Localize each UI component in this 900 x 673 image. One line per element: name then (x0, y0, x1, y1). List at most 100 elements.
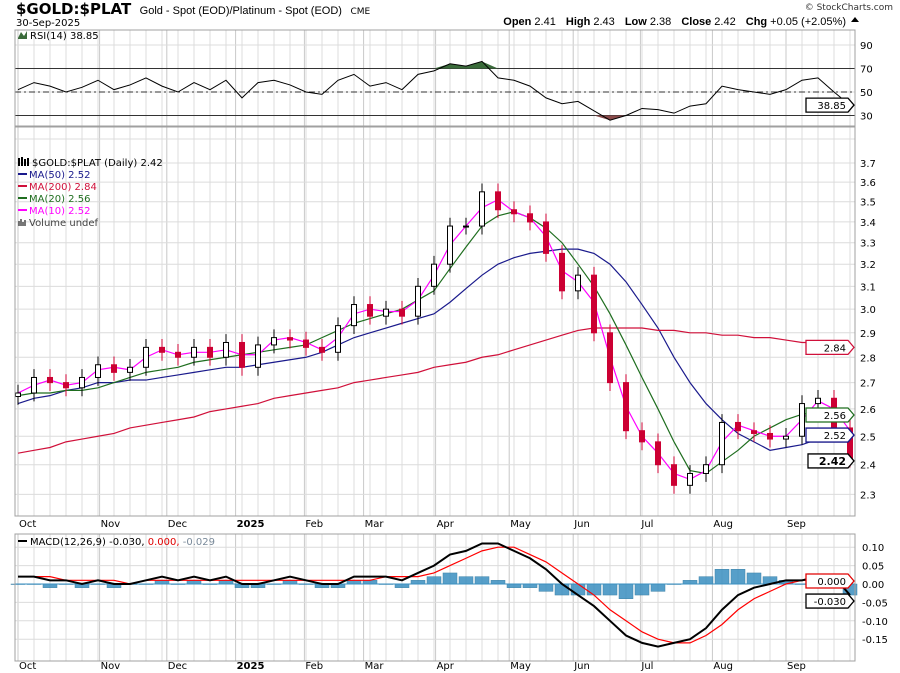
date-axis-label: Sep (787, 661, 806, 672)
macd-histogram-bar (698, 576, 714, 585)
macd-histogram-bar (714, 569, 730, 585)
price-tick-label: 3.0 (860, 305, 876, 316)
candle-body (767, 432, 773, 440)
macd-histogram-bar (730, 569, 746, 585)
rsi-value-tag: 38.85 (817, 101, 846, 112)
macd-legend-name: MACD(12,26,9) (30, 537, 106, 548)
macd-histogram-bar (634, 583, 650, 596)
ma20-value-tag-box (805, 407, 855, 423)
candle-body (207, 346, 213, 358)
macd-tick-label: -0.15 (862, 635, 888, 646)
open-value: 2.41 (534, 16, 555, 28)
candle-body (383, 308, 389, 317)
candle-body (399, 308, 405, 317)
panel-frame (14, 29, 856, 127)
macd-histogram-bar (442, 572, 458, 585)
panel-frame (14, 533, 856, 662)
price-tick-label: 2.5 (860, 432, 876, 443)
macd-histogram-bar (538, 583, 554, 592)
candle-body (655, 441, 661, 466)
candle-body (223, 341, 229, 358)
candle-body (447, 225, 453, 265)
price-tick-label: 2.3 (860, 490, 876, 501)
macd-tick-label: -0.05 (862, 598, 888, 609)
price-tick-label: 3.5 (860, 198, 876, 209)
date-axis-label: Jul (640, 661, 653, 672)
candle-body (639, 430, 645, 443)
grid-lines (15, 30, 855, 661)
price-tick-label: 2.6 (860, 405, 876, 416)
candle-body (511, 209, 517, 215)
candle-body (607, 332, 613, 384)
candle-body (111, 364, 117, 373)
macd-histogram-bar (410, 580, 426, 585)
rsi-line (17, 60, 851, 121)
rsi-tick-label: 90 (860, 41, 873, 52)
ma10-legend: MA(10) 2.52 (29, 206, 90, 217)
macd-tick-label: 0.10 (862, 543, 884, 554)
candle-body (703, 464, 709, 474)
rsi-legend: RSI(14) 38.85 (18, 31, 99, 42)
candle-body (287, 337, 293, 341)
candle-body (719, 421, 725, 466)
candle-body (527, 213, 533, 223)
ma50-value-tag-box (805, 427, 855, 443)
date-axis-label: Aug (713, 519, 733, 530)
price-tick-label: 3.3 (860, 239, 876, 250)
panel-frame (14, 126, 856, 517)
candle-body (127, 366, 133, 373)
price-legend: $GOLD:$PLAT (Daily) 2.42 MA(50) 2.52 MA(… (18, 157, 163, 229)
macd-panel (10, 542, 858, 648)
rsi-overbought-fill (466, 61, 482, 69)
macd-tick-label: 0.05 (862, 562, 884, 573)
price-tick-label: 3.7 (860, 159, 876, 170)
value-tags: 38.85 2.84 2.56 2.52 2.42 0.000 -0.030 (805, 97, 855, 609)
stockcharts-watermark: © StockCharts.com (805, 3, 893, 13)
macd-histogram-bar (586, 583, 602, 596)
axes: 90 70 50 30 3.7 3.6 3.5 3.4 3.3 3.2 3.1 3.0 2.9 2.8 2.… (14, 29, 888, 672)
header-title-line: $GOLD:$PLAT Gold - Spot (EOD)/Platinum -… (16, 0, 370, 18)
macd-histogram-bar (746, 572, 762, 585)
macd-histogram-bar (602, 583, 618, 596)
ma20-legend: MA(20) 2.56 (29, 194, 90, 205)
price-tick-label: 2.7 (860, 379, 876, 390)
ohlc-summary: Open 2.41 High 2.43 Low 2.38 Close 2.42 Chg +… (503, 16, 859, 28)
price-tick-label: 3.2 (860, 260, 876, 271)
candle-body (815, 397, 821, 405)
macd-histogram-bar (650, 583, 666, 592)
candle-body (31, 376, 37, 394)
candle-body (143, 346, 149, 368)
candle-body (543, 221, 549, 254)
date-axis-label: Dec (168, 661, 187, 672)
candle-body (335, 325, 341, 353)
candle-body (479, 191, 485, 227)
candle-body (351, 304, 357, 327)
candle-body (255, 344, 261, 368)
macd-histogram-bar (426, 576, 442, 585)
macd-histogram-bar (618, 583, 634, 599)
macd-histogram-bar (394, 583, 410, 588)
price-tick-label: 2.9 (860, 329, 876, 340)
candle-body (799, 403, 805, 437)
macd-signal-line (18, 546, 851, 644)
chg-label: Chg (746, 16, 767, 28)
price-tick-label: 2.4 (860, 461, 876, 472)
candle-body (559, 252, 565, 292)
rsi-tick-label: 70 (860, 65, 873, 76)
price-legend-text: $GOLD:$PLAT (Daily) 2.42 (32, 158, 163, 169)
candle-body (95, 364, 101, 378)
macd-legend-signal: 0.000, (148, 537, 180, 548)
macd-histogram-bar (522, 583, 538, 588)
macd-histogram-bar (490, 580, 506, 585)
macd-histogram-bar (42, 583, 58, 588)
macd-legend-value: -0.030, (109, 537, 144, 548)
candle-body (431, 263, 437, 287)
macd-legend-hist: -0.029 (183, 537, 215, 548)
ma200-value-tag-box (805, 339, 855, 356)
close-label: Close (681, 16, 711, 28)
ma10-swatch (18, 209, 27, 211)
date-axis-label: 2025 (237, 661, 265, 672)
ma50-legend: MA(50) 2.52 (29, 170, 90, 181)
date-axis-label: Aug (713, 661, 733, 672)
